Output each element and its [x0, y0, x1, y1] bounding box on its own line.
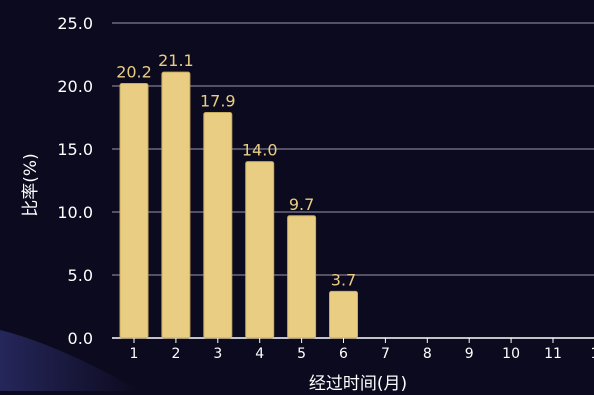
- y-tick-label: 0.0: [68, 329, 93, 348]
- y-tick-label: 20.0: [57, 77, 93, 96]
- bar-3: [203, 111, 233, 339]
- bar-5: [287, 215, 317, 339]
- bar-4: [245, 161, 275, 339]
- data-label: 20.2: [116, 62, 152, 81]
- bar-1: [119, 82, 149, 339]
- y-tick-label: 10.0: [57, 203, 93, 222]
- gridlines: [112, 22, 594, 339]
- x-tick-label: 9: [465, 346, 474, 362]
- bar-6: [329, 290, 358, 339]
- x-tick-label: 5: [297, 346, 306, 362]
- y-axis-ticks: 0.0 5.0 10.0 15.0 20.0 25.0: [57, 14, 93, 348]
- y-tick-label: 25.0: [57, 14, 93, 33]
- x-tick-label: 7: [381, 346, 390, 362]
- x-tick-label: 10: [502, 346, 520, 362]
- x-tick-label: 3: [213, 346, 222, 362]
- y-tick-label: 5.0: [68, 266, 93, 285]
- data-label: 21.1: [158, 51, 194, 70]
- data-labels: 20.2 21.1 17.9 14.0 9.7 3.7: [116, 51, 356, 289]
- data-label: 3.7: [331, 270, 356, 289]
- bars: [119, 71, 358, 339]
- x-tick-label: 6: [339, 346, 348, 362]
- bar-2: [161, 71, 191, 339]
- x-tick-label: 4: [255, 346, 264, 362]
- x-tick-label: 1: [130, 346, 139, 362]
- y-axis-label: 比率(%): [21, 153, 41, 216]
- x-tick-label: 1: [590, 346, 594, 362]
- y-tick-label: 15.0: [57, 140, 93, 159]
- x-axis-ticks: 12345678910111: [130, 338, 594, 362]
- data-label: 14.0: [242, 141, 278, 160]
- x-tick-label: 11: [544, 346, 562, 362]
- data-label: 9.7: [289, 195, 314, 214]
- x-tick-label: 8: [423, 346, 432, 362]
- data-label: 17.9: [200, 91, 236, 110]
- x-axis-label: 经过时间(月): [309, 374, 407, 391]
- x-tick-label: 2: [171, 346, 180, 362]
